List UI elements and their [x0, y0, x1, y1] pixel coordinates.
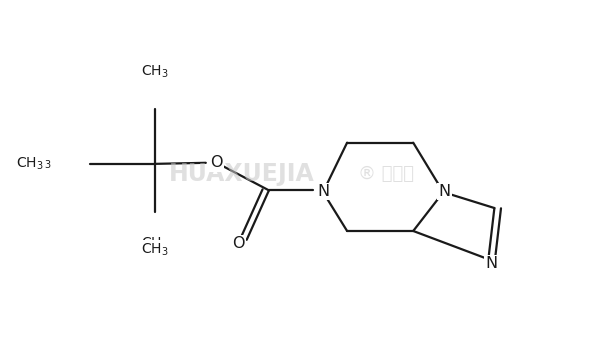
Text: N: N — [439, 184, 451, 199]
Text: CH$_3$: CH$_3$ — [16, 156, 44, 172]
Text: CH$_3$: CH$_3$ — [24, 155, 51, 171]
Text: CH$_3$: CH$_3$ — [141, 66, 169, 82]
Text: CH$_3$: CH$_3$ — [141, 241, 169, 257]
Text: CH$_3$: CH$_3$ — [141, 235, 169, 252]
Text: O: O — [210, 155, 223, 170]
Text: O: O — [233, 236, 245, 251]
Text: ® 化学加: ® 化学加 — [358, 166, 414, 183]
Text: HUAXUEJIA: HUAXUEJIA — [169, 162, 315, 187]
Text: N: N — [317, 184, 329, 199]
Text: N: N — [486, 256, 498, 271]
Text: CH$_3$: CH$_3$ — [141, 64, 169, 80]
